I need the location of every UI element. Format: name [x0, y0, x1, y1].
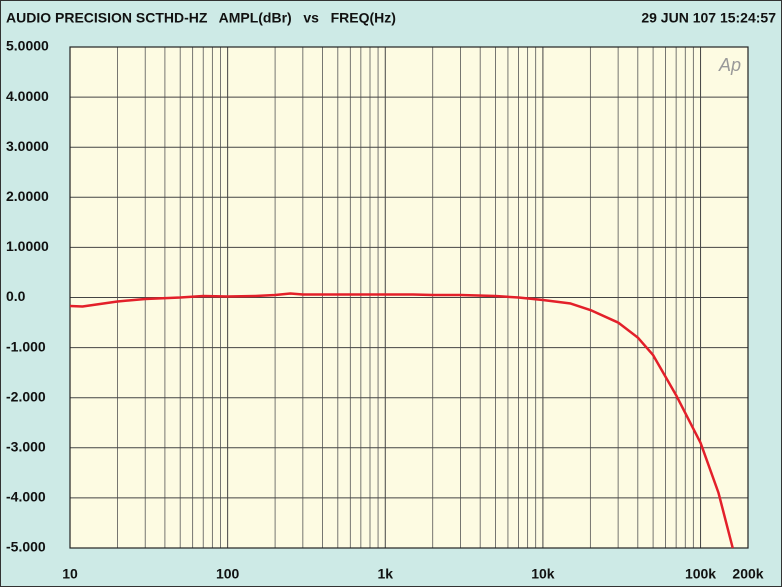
chart-title: AUDIO PRECISION SCTHD-HZ AMPL(dBr) vs FR… [6, 10, 396, 26]
y-tick-label: -5.000 [6, 539, 46, 555]
logo: Ap [718, 55, 741, 75]
x-tick-label: 10 [62, 566, 78, 582]
data-line [69, 292, 734, 549]
y-tick-label: 2.0000 [6, 188, 49, 204]
y-tick-label: 5.0000 [6, 38, 49, 54]
y-tick-label: 3.0000 [6, 138, 49, 154]
y-tick-label: 0.0 [6, 288, 26, 304]
x-tick-label: 10k [531, 566, 555, 582]
x-tick-label: 1k [377, 566, 393, 582]
y-tick-label: -1.000 [6, 338, 46, 354]
y-tick-label: -3.000 [6, 439, 46, 455]
y-tick-label: -4.000 [6, 489, 46, 505]
y-tick-label: 1.0000 [6, 238, 49, 254]
x-tick-label: 100 [216, 566, 240, 582]
plot-border [69, 46, 749, 549]
y-tick-label: 4.0000 [6, 88, 49, 104]
y-tick-label: -2.000 [6, 388, 46, 404]
x-tick-label: 200k [732, 566, 763, 582]
timestamp: 29 JUN 107 15:24:57 [641, 10, 776, 26]
x-tick-label: 100k [685, 566, 716, 582]
